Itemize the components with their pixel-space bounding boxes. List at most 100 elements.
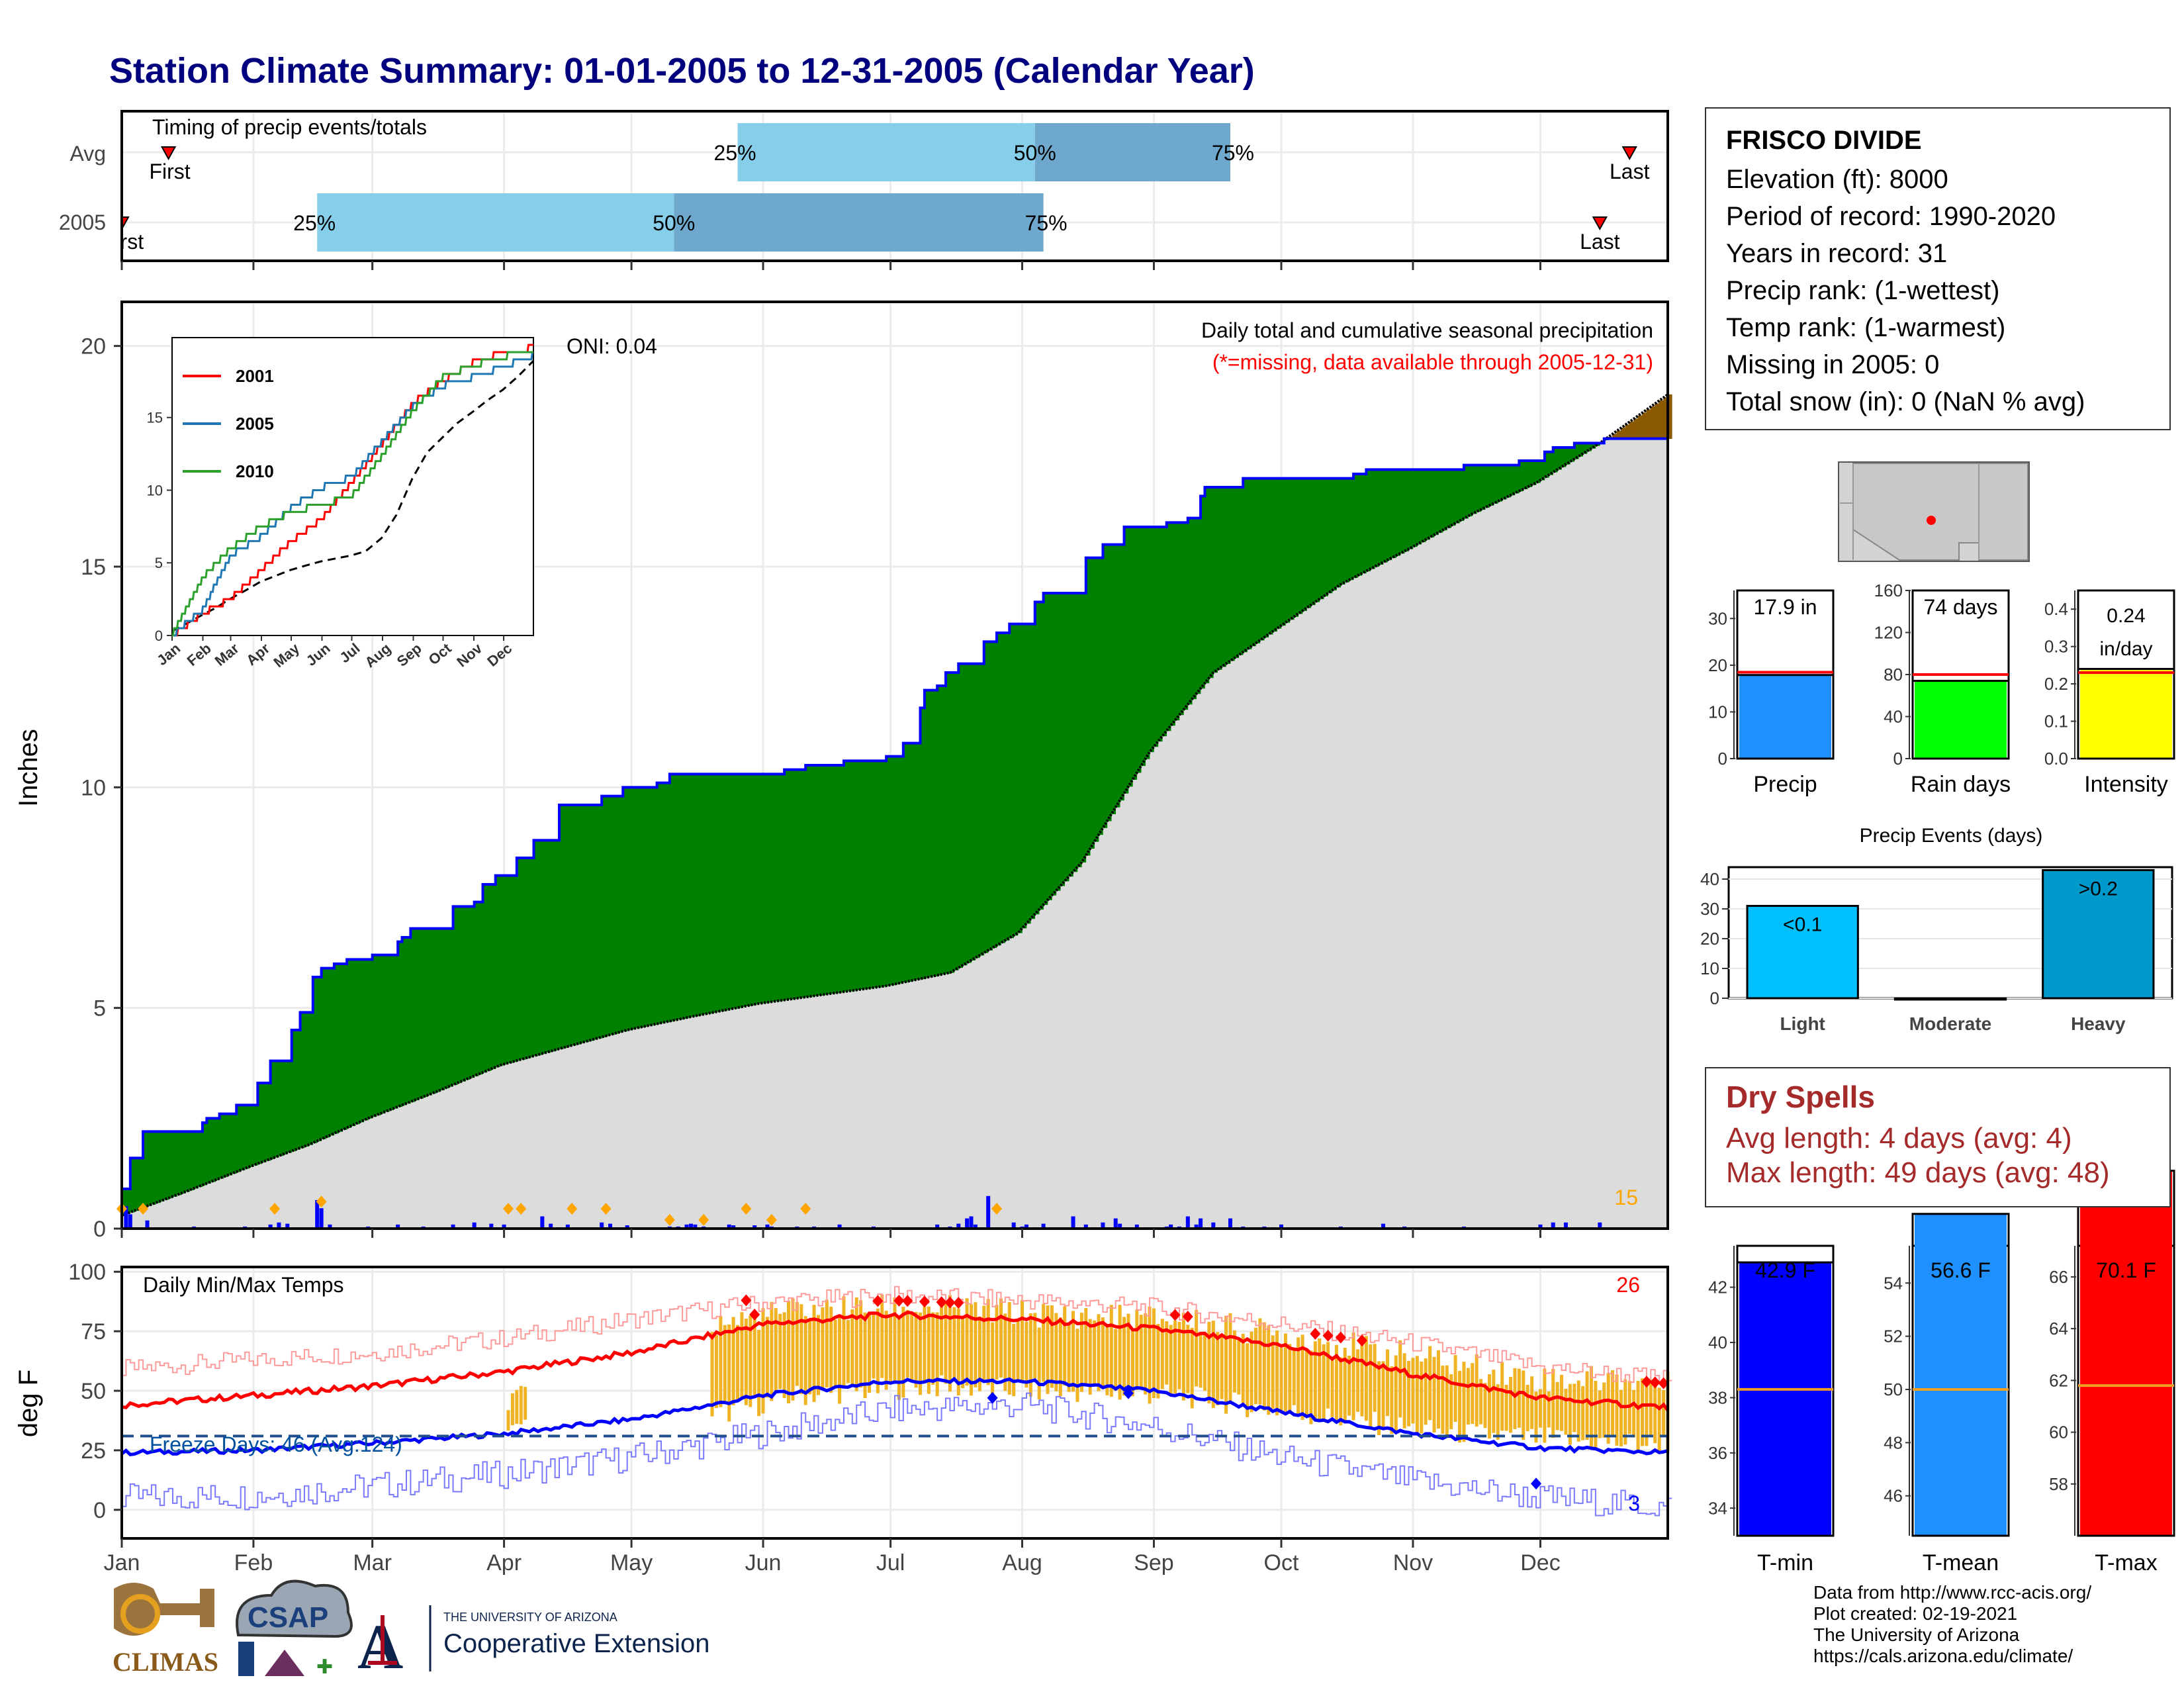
temp-content — [120, 1286, 1672, 1517]
credit-website: https://cals.arizona.edu/climate/ — [1813, 1646, 2073, 1666]
daily-precip-bar-47 — [1011, 1222, 1016, 1229]
temp-ytick-label-2: 50 — [81, 1379, 106, 1404]
events-bar-light — [1746, 905, 1859, 1000]
daily-precip-bar-32 — [752, 1225, 757, 1229]
first-marker-1 — [123, 216, 130, 228]
oni-label: ONI: 0.04 — [567, 334, 657, 358]
timing-bar-q1-0 — [737, 123, 1035, 181]
ua-logo: A THE UNIVERSITY OF ARIZONA Cooperative … — [357, 1605, 709, 1682]
temp-bar-tick-label-0-1: 36 — [1708, 1443, 1727, 1463]
timing-panel: 25% 50% 75% First Last 25% 50% 75% First Last Tim… — [59, 110, 1669, 262]
daily-precip-bar-54 — [1113, 1218, 1118, 1229]
freeze-days-label: Freeze Days: 46 (Avg:124) — [150, 1432, 402, 1456]
record-high-marker-10 — [1322, 1329, 1334, 1342]
daily-precip-bar-14 — [451, 1224, 455, 1229]
record-low-marker-1 — [1122, 1387, 1134, 1399]
daily-precip-bar-1 — [128, 1214, 132, 1229]
timing-label-q75-1: 75% — [1025, 211, 1068, 235]
daily-precip-bar-50 — [1041, 1223, 1046, 1229]
heavy-precip-marker-1 — [138, 1203, 149, 1215]
daily-precip-bar-45 — [973, 1224, 978, 1229]
daily-precip-bar-2 — [145, 1220, 150, 1229]
mini-bar-label-0: Precip — [1753, 772, 1817, 797]
record-high-marker-5 — [944, 1296, 956, 1309]
climas-logo: CLIMAS — [113, 1583, 218, 1677]
events-tick-label-0: 0 — [1710, 988, 1719, 1008]
timing-bars: 25% 50% 75% First Last 25% 50% 75% First Last — [103, 123, 1650, 254]
station-name: FRISCO DIVIDE — [1726, 126, 1922, 155]
heavy-precip-marker-3 — [316, 1196, 327, 1208]
ua-block-a-accent — [368, 1615, 397, 1665]
temp-bar-outline-0 — [1736, 1261, 1835, 1537]
first-label-1: First — [103, 230, 144, 254]
credit-plot-date: Plot created: 02-19-2021 — [1813, 1603, 2018, 1624]
inset-ytick-label-3: 15 — [147, 410, 163, 426]
daily-precip-bar-5 — [268, 1224, 273, 1229]
month-label-7: Aug — [1002, 1550, 1042, 1575]
daily-precip-bar-40 — [935, 1224, 940, 1229]
mini-summary-bars: 0 10 20 30 17.9 in Precip 0 40 80 120 160 74 days Ra… — [1708, 581, 2175, 797]
mini-bar-tick-label-0-0: 0 — [1718, 749, 1727, 769]
daily-precip-bar-52 — [1083, 1224, 1088, 1229]
events-tick-label-4: 40 — [1700, 869, 1719, 889]
heavy-precip-marker-11 — [766, 1213, 777, 1226]
events-bar-label-heavy: >0.2 — [2079, 878, 2118, 900]
temp-bar-tick-label-1-3: 52 — [1884, 1327, 1903, 1346]
inset-series-2005 — [172, 351, 533, 637]
daily-precip-bar-30 — [727, 1224, 731, 1229]
locator-map — [1838, 461, 2030, 562]
record-high-marker-15 — [1658, 1377, 1669, 1389]
daily-precip-bar-37 — [837, 1224, 842, 1229]
min-count-label: 3 — [1628, 1491, 1640, 1515]
events-bar-moderate — [1893, 997, 2007, 1001]
csap-cactus: ✚ — [316, 1656, 333, 1678]
mini-bar-outline-2 — [2077, 668, 2175, 760]
heavy-days-count: 15 — [1614, 1186, 1638, 1209]
month-label-8: Sep — [1134, 1550, 1174, 1575]
record-high-marker-14 — [1649, 1376, 1661, 1389]
climatology-area — [122, 395, 1668, 1229]
mini-bar-tick-label-2-1: 0.1 — [2044, 712, 2068, 731]
temp-bar-tick-label-0-4: 42 — [1708, 1278, 1727, 1297]
csap-text: CSAP — [248, 1601, 328, 1634]
precip-ytick-label-3: 15 — [81, 555, 106, 580]
events-category-heavy: Heavy — [2071, 1013, 2126, 1034]
events-category-moderate: Moderate — [1909, 1013, 1991, 1034]
temp-bar-value-2 — [2080, 1170, 2172, 1536]
daily-precip-bar-8 — [315, 1199, 320, 1229]
observed-cumulative-line — [122, 437, 1668, 1190]
record-high-marker-8 — [1182, 1311, 1193, 1323]
credits: Data from http://www.rcc-acis.org/ Plot … — [1813, 1582, 2091, 1667]
logos: CLIMAS CSAP ✚ A THE UNIVERSITY OF ARIZON… — [113, 1579, 709, 1682]
precip-ytick-label-2: 10 — [81, 775, 106, 800]
dry-spells-avg: Avg length: 4 days (avg: 4) — [1726, 1122, 2072, 1154]
temp-bar-tick-label-2-0: 58 — [2049, 1474, 2068, 1494]
inset-frame — [171, 337, 534, 636]
precip-y-label: Inches — [14, 729, 43, 807]
heavy-precip-marker-9 — [698, 1213, 709, 1226]
temperature-anomaly-bars — [506, 1294, 1670, 1453]
timing-bar-q2-1 — [674, 193, 1044, 252]
timing-bar-q1-1 — [317, 193, 674, 252]
daily-precip-bar-22 — [608, 1223, 613, 1229]
heavy-precip-marker-7 — [600, 1203, 612, 1215]
precip-ytick-label-1: 5 — [93, 996, 106, 1021]
month-label-11: Dec — [1520, 1550, 1560, 1575]
temp-panel: 0 25 50 75 100 Daily Min/Max Temps Freeze Da… — [14, 1260, 1672, 1540]
mini-bar-value-0 — [1739, 675, 1831, 759]
csap-logo: CSAP ✚ — [236, 1579, 353, 1678]
mini-bar-label-1: Rain days — [1911, 772, 2011, 797]
mini-bar-tick-label-0-2: 20 — [1708, 655, 1727, 675]
daily-precip-bar-46 — [986, 1196, 991, 1229]
daily-precip-bar-43 — [965, 1218, 970, 1229]
temp-panel-title: Daily Min/Max Temps — [143, 1273, 343, 1297]
timing-label-q50-0: 50% — [1014, 141, 1056, 165]
record-high-marker-9 — [1310, 1327, 1321, 1340]
heavy-precip-marker-13 — [991, 1203, 1003, 1215]
daily-precip-bar-44 — [969, 1216, 974, 1229]
events-bar-label-light: <0.1 — [1783, 914, 1822, 936]
month-label-9: Oct — [1264, 1550, 1299, 1575]
record-high-marker-0 — [872, 1295, 884, 1307]
temp-summary-bars: 34 36 38 40 42 42.9 F T-min 46 48 50 52 54 56.6 F T-m… — [1708, 1170, 2175, 1575]
